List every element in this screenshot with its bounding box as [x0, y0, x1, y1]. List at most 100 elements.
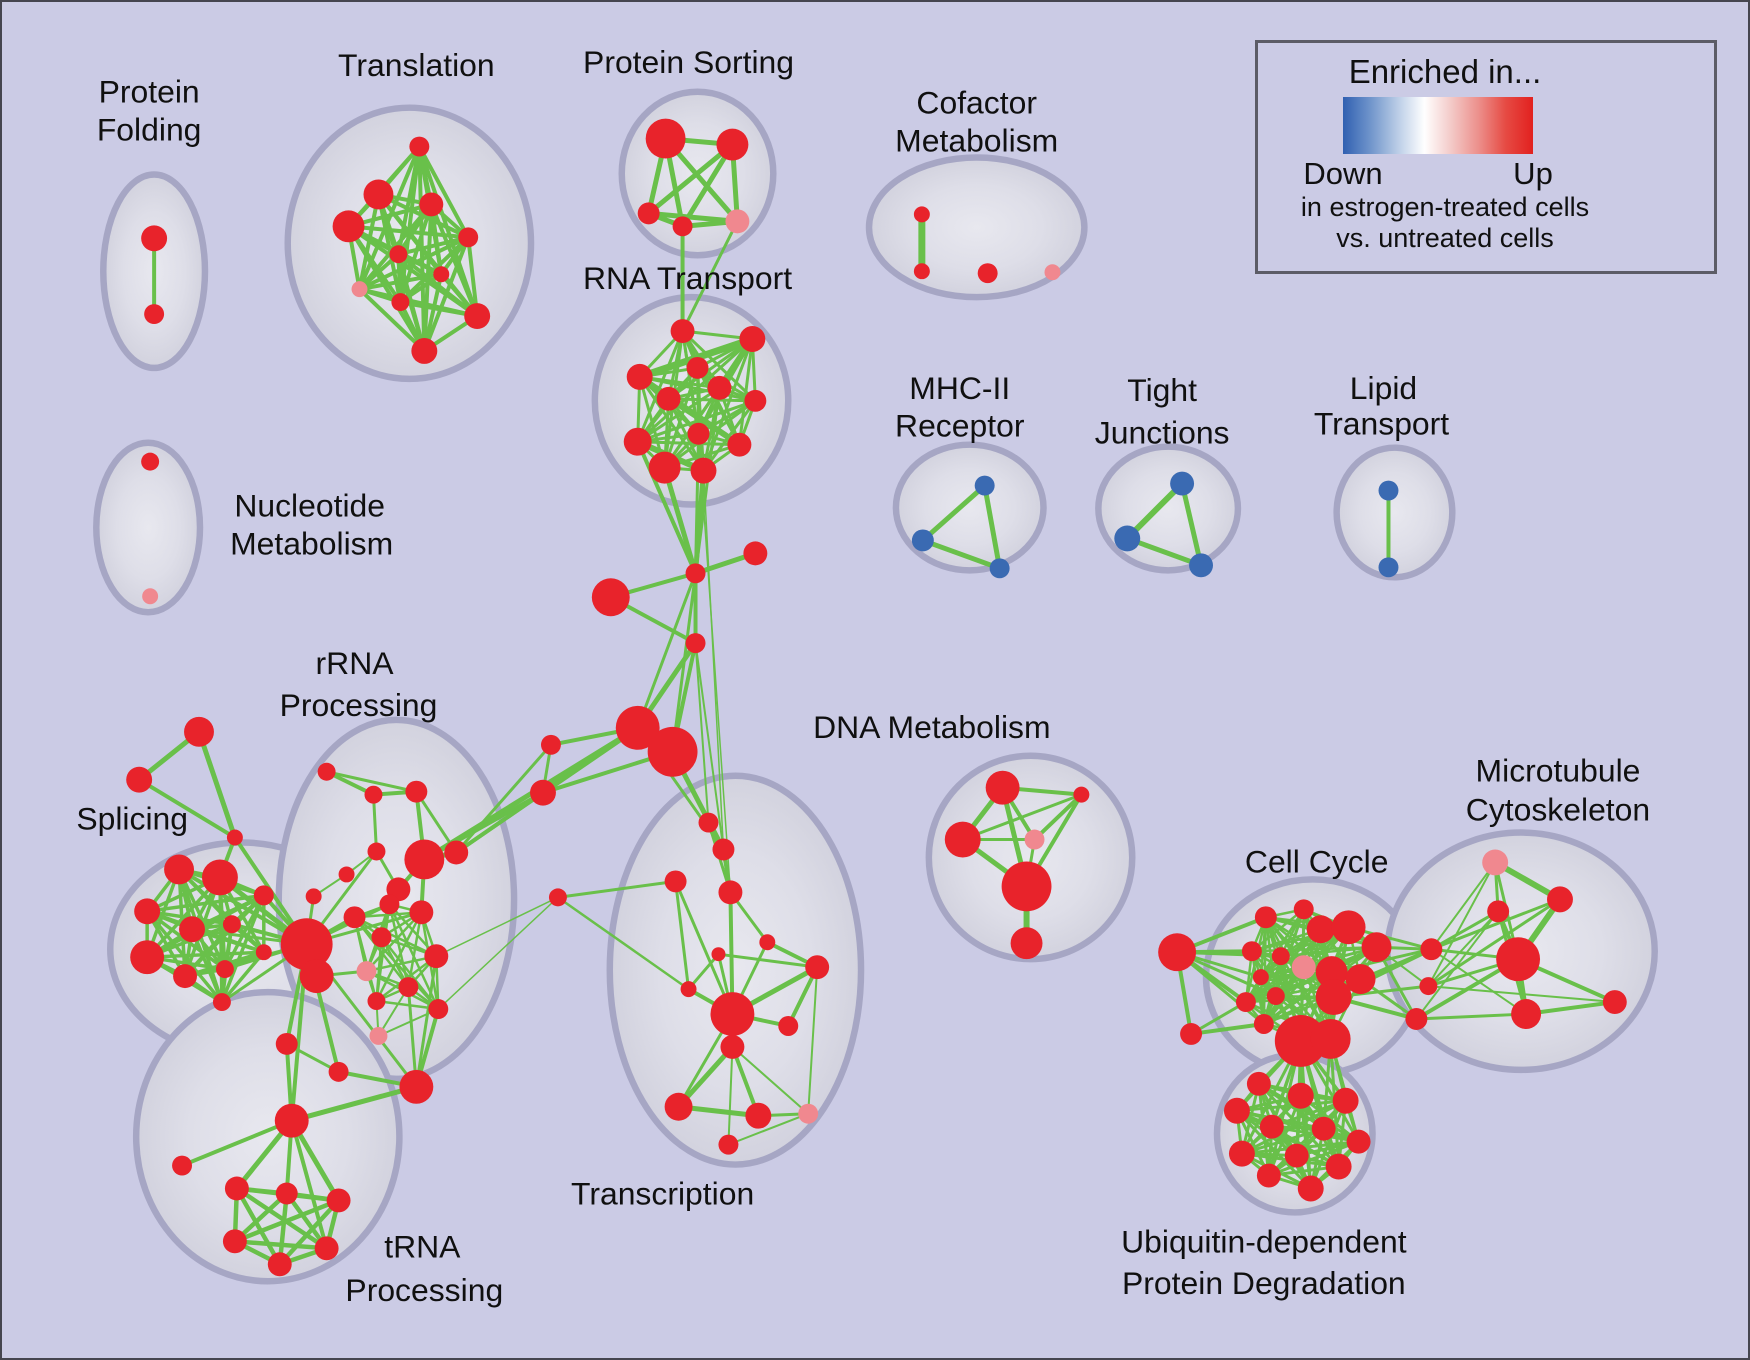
node[interactable]	[913, 206, 930, 223]
node[interactable]	[1297, 1175, 1324, 1202]
node[interactable]	[727, 432, 752, 457]
node[interactable]	[1180, 1022, 1203, 1045]
node[interactable]	[1346, 1129, 1371, 1154]
node[interactable]	[974, 475, 995, 496]
node[interactable]	[212, 993, 231, 1012]
node[interactable]	[367, 842, 386, 861]
node[interactable]	[222, 915, 241, 934]
node[interactable]	[1378, 480, 1399, 501]
node[interactable]	[1259, 1114, 1284, 1139]
node[interactable]	[977, 263, 998, 284]
node[interactable]	[623, 427, 652, 456]
node[interactable]	[299, 959, 334, 994]
node[interactable]	[173, 964, 197, 989]
node[interactable]	[1284, 1143, 1309, 1168]
node[interactable]	[343, 906, 366, 929]
node[interactable]	[280, 918, 333, 971]
node[interactable]	[1010, 927, 1043, 960]
node[interactable]	[179, 916, 205, 943]
node[interactable]	[338, 866, 355, 883]
node[interactable]	[707, 375, 732, 400]
node[interactable]	[1487, 900, 1510, 923]
node[interactable]	[745, 1102, 772, 1129]
node[interactable]	[1253, 1014, 1274, 1034]
node[interactable]	[1306, 915, 1335, 944]
node[interactable]	[626, 363, 653, 390]
node[interactable]	[1170, 471, 1195, 496]
node[interactable]	[664, 1092, 693, 1121]
node[interactable]	[172, 1155, 193, 1176]
node[interactable]	[1325, 1153, 1352, 1180]
node[interactable]	[267, 1252, 292, 1277]
node[interactable]	[164, 854, 195, 885]
node[interactable]	[134, 898, 161, 925]
node[interactable]	[1315, 979, 1352, 1016]
node[interactable]	[530, 779, 556, 806]
node[interactable]	[1241, 941, 1262, 962]
node[interactable]	[201, 859, 238, 896]
node[interactable]	[944, 821, 981, 858]
node[interactable]	[718, 1134, 739, 1155]
node[interactable]	[1114, 525, 1141, 552]
node[interactable]	[637, 202, 660, 225]
node[interactable]	[1246, 1071, 1271, 1096]
node[interactable]	[778, 1016, 799, 1036]
node[interactable]	[391, 293, 410, 312]
node[interactable]	[711, 947, 726, 962]
node[interactable]	[130, 940, 165, 975]
node[interactable]	[1420, 938, 1443, 961]
node[interactable]	[419, 192, 444, 217]
node[interactable]	[332, 210, 365, 243]
node[interactable]	[690, 457, 717, 484]
node[interactable]	[1189, 553, 1214, 578]
node[interactable]	[712, 838, 735, 861]
node[interactable]	[720, 1034, 745, 1059]
node[interactable]	[718, 880, 743, 905]
node[interactable]	[369, 1026, 388, 1045]
node[interactable]	[274, 1103, 309, 1138]
node[interactable]	[1361, 932, 1392, 963]
node[interactable]	[409, 136, 430, 157]
node[interactable]	[685, 563, 706, 584]
node[interactable]	[670, 319, 695, 343]
node[interactable]	[672, 216, 693, 237]
node[interactable]	[645, 118, 686, 159]
node[interactable]	[739, 326, 766, 352]
node[interactable]	[710, 992, 755, 1036]
node[interactable]	[1311, 1116, 1336, 1141]
node[interactable]	[328, 1061, 349, 1082]
node[interactable]	[363, 179, 394, 210]
node[interactable]	[141, 452, 160, 471]
node[interactable]	[1405, 1008, 1428, 1030]
node[interactable]	[664, 870, 687, 893]
node[interactable]	[367, 992, 386, 1011]
node[interactable]	[1158, 933, 1197, 972]
node[interactable]	[405, 780, 428, 803]
node[interactable]	[698, 812, 719, 833]
node[interactable]	[805, 955, 830, 980]
node[interactable]	[1291, 955, 1316, 980]
node[interactable]	[404, 839, 445, 880]
node[interactable]	[428, 999, 449, 1019]
node[interactable]	[716, 128, 749, 161]
node[interactable]	[326, 1188, 351, 1213]
node[interactable]	[389, 245, 408, 264]
node[interactable]	[1482, 849, 1509, 876]
node[interactable]	[1287, 1082, 1314, 1109]
node[interactable]	[1001, 861, 1052, 912]
node[interactable]	[591, 578, 630, 617]
node[interactable]	[759, 934, 776, 951]
node[interactable]	[224, 1176, 249, 1201]
node[interactable]	[1266, 987, 1285, 1006]
node[interactable]	[399, 1069, 434, 1104]
node[interactable]	[985, 770, 1020, 805]
node[interactable]	[1293, 899, 1314, 920]
node[interactable]	[433, 266, 450, 283]
node[interactable]	[314, 1236, 339, 1261]
node[interactable]	[913, 263, 930, 280]
node[interactable]	[1310, 1019, 1351, 1059]
node[interactable]	[142, 588, 159, 605]
node[interactable]	[226, 829, 243, 846]
node[interactable]	[364, 785, 383, 804]
node[interactable]	[1223, 1097, 1250, 1124]
